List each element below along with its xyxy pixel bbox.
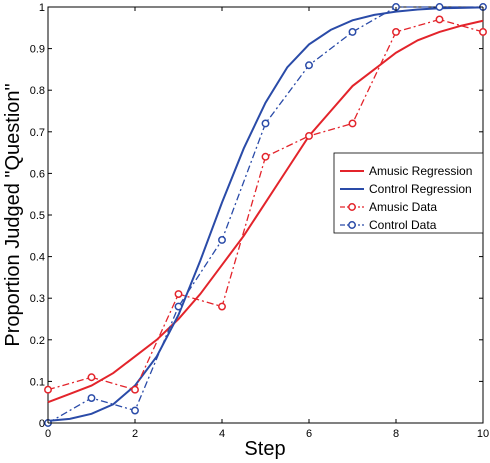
x-tick-label: 2: [132, 428, 138, 440]
y-tick-label: 1: [39, 2, 45, 14]
legend: Amusic Regression Control Regression Amusi…: [333, 152, 484, 234]
data-point: [87, 394, 96, 402]
data-point: [435, 15, 444, 24]
data-point: [348, 119, 357, 128]
data-point: [174, 302, 183, 311]
data-point: [305, 132, 313, 140]
legend-marker: [348, 221, 356, 229]
legend-label: Amusic Data: [369, 200, 437, 214]
data-point: [174, 290, 183, 298]
x-axis-label: Step: [244, 438, 285, 460]
data-point: [87, 373, 96, 382]
ticks-layer: 0 2 4 6 8 10 0 0.1 0.2 0.3 0.4 0.5 0.6 0.7 0.8 0.9 1: [30, 2, 489, 440]
y-axis-label: Proportion Judged "Question": [2, 83, 24, 346]
data-point: [435, 3, 444, 11]
y-tick-label: 0.2: [30, 335, 45, 347]
y-tick-label: 0.4: [30, 252, 45, 264]
y-tick-label: 0.3: [30, 293, 45, 305]
y-tick-label: 0.6: [30, 168, 45, 180]
x-tick-label: 0: [45, 428, 51, 440]
data-point: [479, 28, 487, 36]
y-tick-label: 0.9: [30, 44, 45, 56]
data-point: [218, 236, 226, 244]
data-point: [131, 385, 139, 394]
y-tick-label: 0: [39, 418, 45, 430]
x-tick-label: 8: [393, 428, 399, 440]
y-tick-label: 0.5: [30, 210, 45, 222]
data-point: [261, 119, 270, 128]
legend-box: [333, 152, 484, 234]
data-point: [218, 302, 226, 311]
data-point: [44, 385, 52, 394]
x-tick-label: 4: [219, 428, 225, 440]
x-tick-label: 6: [306, 428, 312, 440]
legend-label: Amusic Regression: [369, 164, 472, 178]
x-tick-label: 10: [477, 428, 489, 440]
y-tick-label: 0.7: [30, 127, 45, 139]
y-tick-label: 0.1: [30, 376, 45, 388]
y-tick-label: 0.8: [30, 85, 45, 97]
legend-label: Control Data: [369, 218, 437, 232]
legend-marker: [348, 203, 356, 211]
series-line-0: [47, 19, 484, 404]
data-point: [131, 406, 139, 415]
series-line-1: [47, 6, 484, 422]
data-point: [261, 152, 270, 161]
legend-label: Control Regression: [369, 182, 472, 196]
data-point: [305, 61, 313, 70]
series-layer: [44, 3, 487, 427]
data-point: [392, 28, 400, 36]
data-point: [348, 28, 357, 36]
